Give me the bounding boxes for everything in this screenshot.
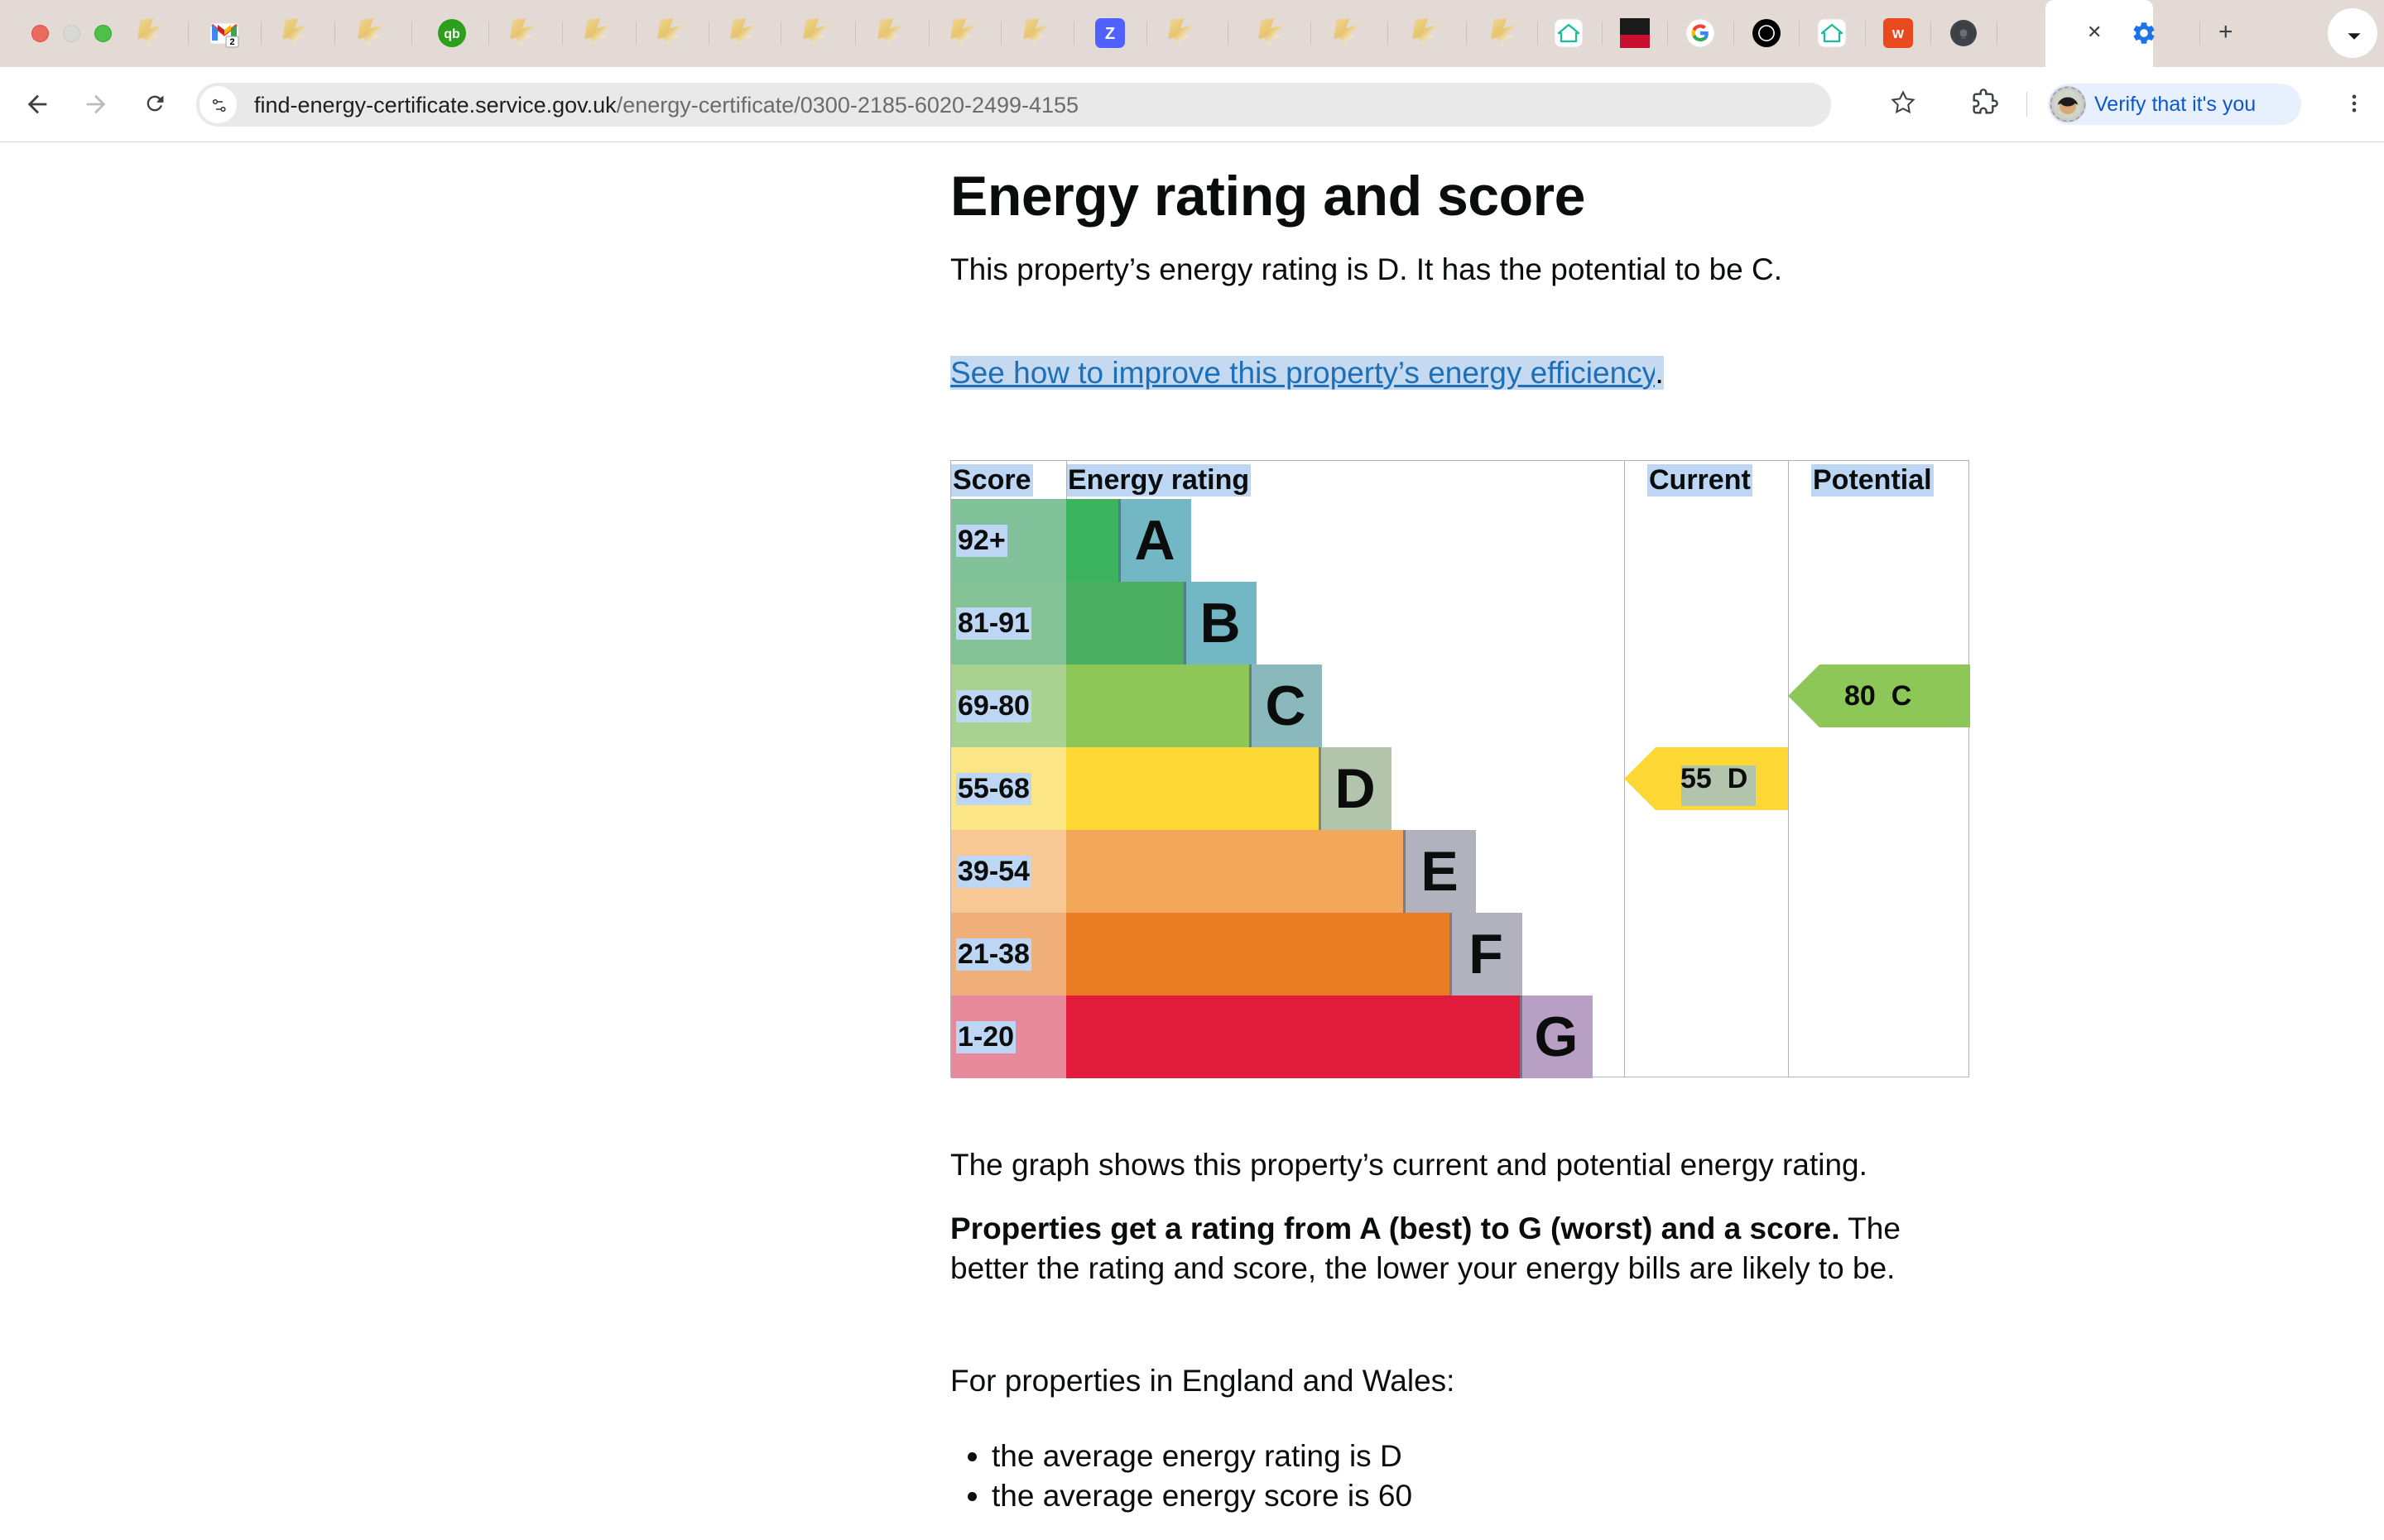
svg-text:W: W [1892, 27, 1905, 41]
svg-text:qb: qb [444, 27, 460, 41]
svg-text:Z: Z [1105, 25, 1115, 43]
svg-text:2: 2 [229, 37, 234, 47]
